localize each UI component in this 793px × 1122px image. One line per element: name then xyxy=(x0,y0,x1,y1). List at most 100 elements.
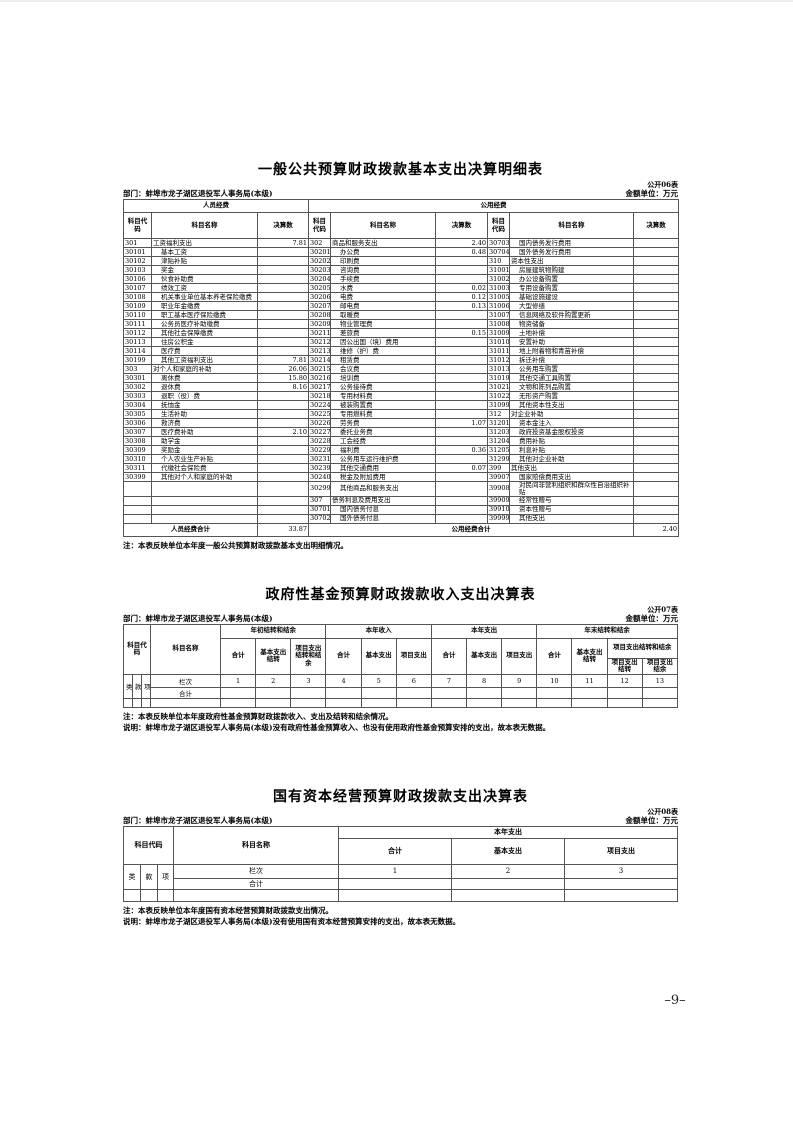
final-amount xyxy=(256,283,310,293)
final-amount xyxy=(435,391,489,401)
final-amount xyxy=(633,495,680,506)
subject-code: 30109 xyxy=(123,301,152,311)
subject-name: 差旅费 xyxy=(330,328,437,338)
t2-h-c5: 基本支出 xyxy=(360,637,397,675)
subject-name: 机关事业单位基本养老保险缴费 xyxy=(151,292,258,302)
subject-code: 31019 xyxy=(487,373,511,383)
column-number: 1 xyxy=(220,673,257,688)
empty-cell xyxy=(255,697,292,708)
column-number: 1 xyxy=(338,863,452,879)
subject-code: 30216 xyxy=(308,373,332,383)
final-amount xyxy=(435,472,489,482)
subject-name: 政府投资基金股权投资 xyxy=(509,427,635,437)
table-row: 30199 其他工资福利支出 7.81 30214 租赁费 31012 拆迁补偿 xyxy=(123,355,680,365)
subject-code: 31003 xyxy=(487,283,511,293)
subject-name: 其他支出 xyxy=(509,463,635,473)
subject-code: 30240 xyxy=(308,472,332,482)
final-amount: 0.12 xyxy=(435,292,489,302)
final-amount xyxy=(633,238,680,248)
t2-h-group-income: 本年收入 xyxy=(325,623,432,639)
final-amount xyxy=(256,400,310,410)
table-row: 30107 绩效工资 30205 水费 0.02 31003 专用设备购置 xyxy=(123,283,680,293)
column-number: 10 xyxy=(536,673,573,688)
subject-name: 基础设施建设 xyxy=(509,292,635,302)
subject-name: 印刷费 xyxy=(330,256,437,266)
subject-name: 税金及附加费用 xyxy=(330,472,437,482)
subject-name: 其他交通费用 xyxy=(330,463,437,473)
column-number: 8 xyxy=(466,673,503,688)
subject-code: 30307 xyxy=(123,427,152,437)
empty-cell xyxy=(132,697,142,708)
final-amount xyxy=(256,247,310,257)
column-number: 6 xyxy=(395,673,432,688)
column-number: 11 xyxy=(571,673,608,688)
empty-cell xyxy=(360,697,397,708)
t3-h-code: 科目代码 xyxy=(123,825,174,865)
final-amount: 2.10 xyxy=(256,427,310,437)
subject-code: 30207 xyxy=(308,301,332,311)
subject-name: 其他商品和服务支出 xyxy=(330,481,437,497)
t3-h-c3: 项目支出 xyxy=(564,837,678,865)
empty-cell xyxy=(571,697,608,708)
empty-cell xyxy=(140,888,158,902)
subject-name: 资本性赠与 xyxy=(509,504,635,515)
subject-code: 31021 xyxy=(487,382,511,392)
subject-name: 福利费 xyxy=(330,445,437,455)
table-row: 30108 机关事业单位基本养老保险缴费 30206 电费 0.12 31005 基础设施建… xyxy=(123,292,680,302)
subject-name: 利息补贴 xyxy=(509,445,635,455)
subject-code: 39907 xyxy=(487,472,511,482)
subject-code: 30213 xyxy=(308,346,332,356)
subject-name: 其他对企业补助 xyxy=(509,454,635,464)
final-amount xyxy=(633,418,680,428)
subject-code: 30199 xyxy=(123,355,152,365)
empty-cell xyxy=(641,697,679,708)
subject-code: 31002 xyxy=(487,274,511,284)
subject-name: 国外债务发行费用 xyxy=(509,247,635,257)
subject-code: 30306 xyxy=(123,418,152,428)
subject-code: 30202 xyxy=(308,256,332,266)
subject-code: 31299 xyxy=(487,454,511,464)
table-row: 301 工资福利支出 7.81 302 商品和服务支出 2.40 30703 国内债务发行费用 xyxy=(123,238,680,248)
subject-name: 文物和陈列品购置 xyxy=(509,382,635,392)
subject-name: 医疗费 xyxy=(151,346,258,356)
final-amount xyxy=(435,346,489,356)
t2-h-c13: 项目支出结余 xyxy=(641,657,679,675)
subject-code: 31203 xyxy=(487,427,511,437)
t1-h-name-2: 科目名称 xyxy=(330,212,437,239)
empty-cell xyxy=(395,686,432,699)
subject-code: 31099 xyxy=(487,400,511,410)
subject-name: 委托业务费 xyxy=(330,427,437,437)
table-row: 30101 基本工资 30201 办公费 0.48 30704 国外债务发行费用 xyxy=(123,247,680,257)
final-amount: 8.16 xyxy=(256,382,310,392)
subject-code: 39999 xyxy=(487,513,511,524)
empty-cell xyxy=(451,877,565,890)
subject-name: 对民间非营利组织和群众性自治组织补贴 xyxy=(509,481,635,497)
subject-name: 会议费 xyxy=(330,364,437,374)
subject-name: 伙食补助费 xyxy=(151,274,258,284)
table-row: 30307 医疗费补助 2.10 30227 委托业务费 31203 政府投资基金股权投资 xyxy=(123,427,680,437)
subject-code: 30211 xyxy=(308,328,332,338)
final-amount xyxy=(633,355,680,365)
subject-name: 公务用车运行维护费 xyxy=(330,454,437,464)
subject-code: 30308 xyxy=(123,436,152,446)
subject-code: 30227 xyxy=(308,427,332,437)
table1-title: 一般公共预算财政拨款基本支出决算明细表 xyxy=(258,162,543,178)
final-amount xyxy=(256,274,310,284)
final-amount xyxy=(633,463,680,473)
empty-cell xyxy=(430,697,468,708)
final-amount xyxy=(633,409,680,419)
final-amount xyxy=(435,409,489,419)
t1-public-total-value: 2.40 xyxy=(633,522,680,537)
subject-code: 39910 xyxy=(487,504,511,515)
subject-name: 其他交通工具购置 xyxy=(509,373,635,383)
subject-code: 30226 xyxy=(308,418,332,428)
empty-cell xyxy=(606,686,643,699)
subject-code: 30310 xyxy=(123,454,152,464)
subject-name: 代缴社会保险费 xyxy=(151,463,258,473)
subject-name xyxy=(151,481,258,497)
subject-code: 30305 xyxy=(123,409,152,419)
subject-code: 31007 xyxy=(487,310,511,320)
subject-name xyxy=(151,495,258,506)
final-amount xyxy=(256,481,310,497)
empty-cell xyxy=(641,686,679,699)
